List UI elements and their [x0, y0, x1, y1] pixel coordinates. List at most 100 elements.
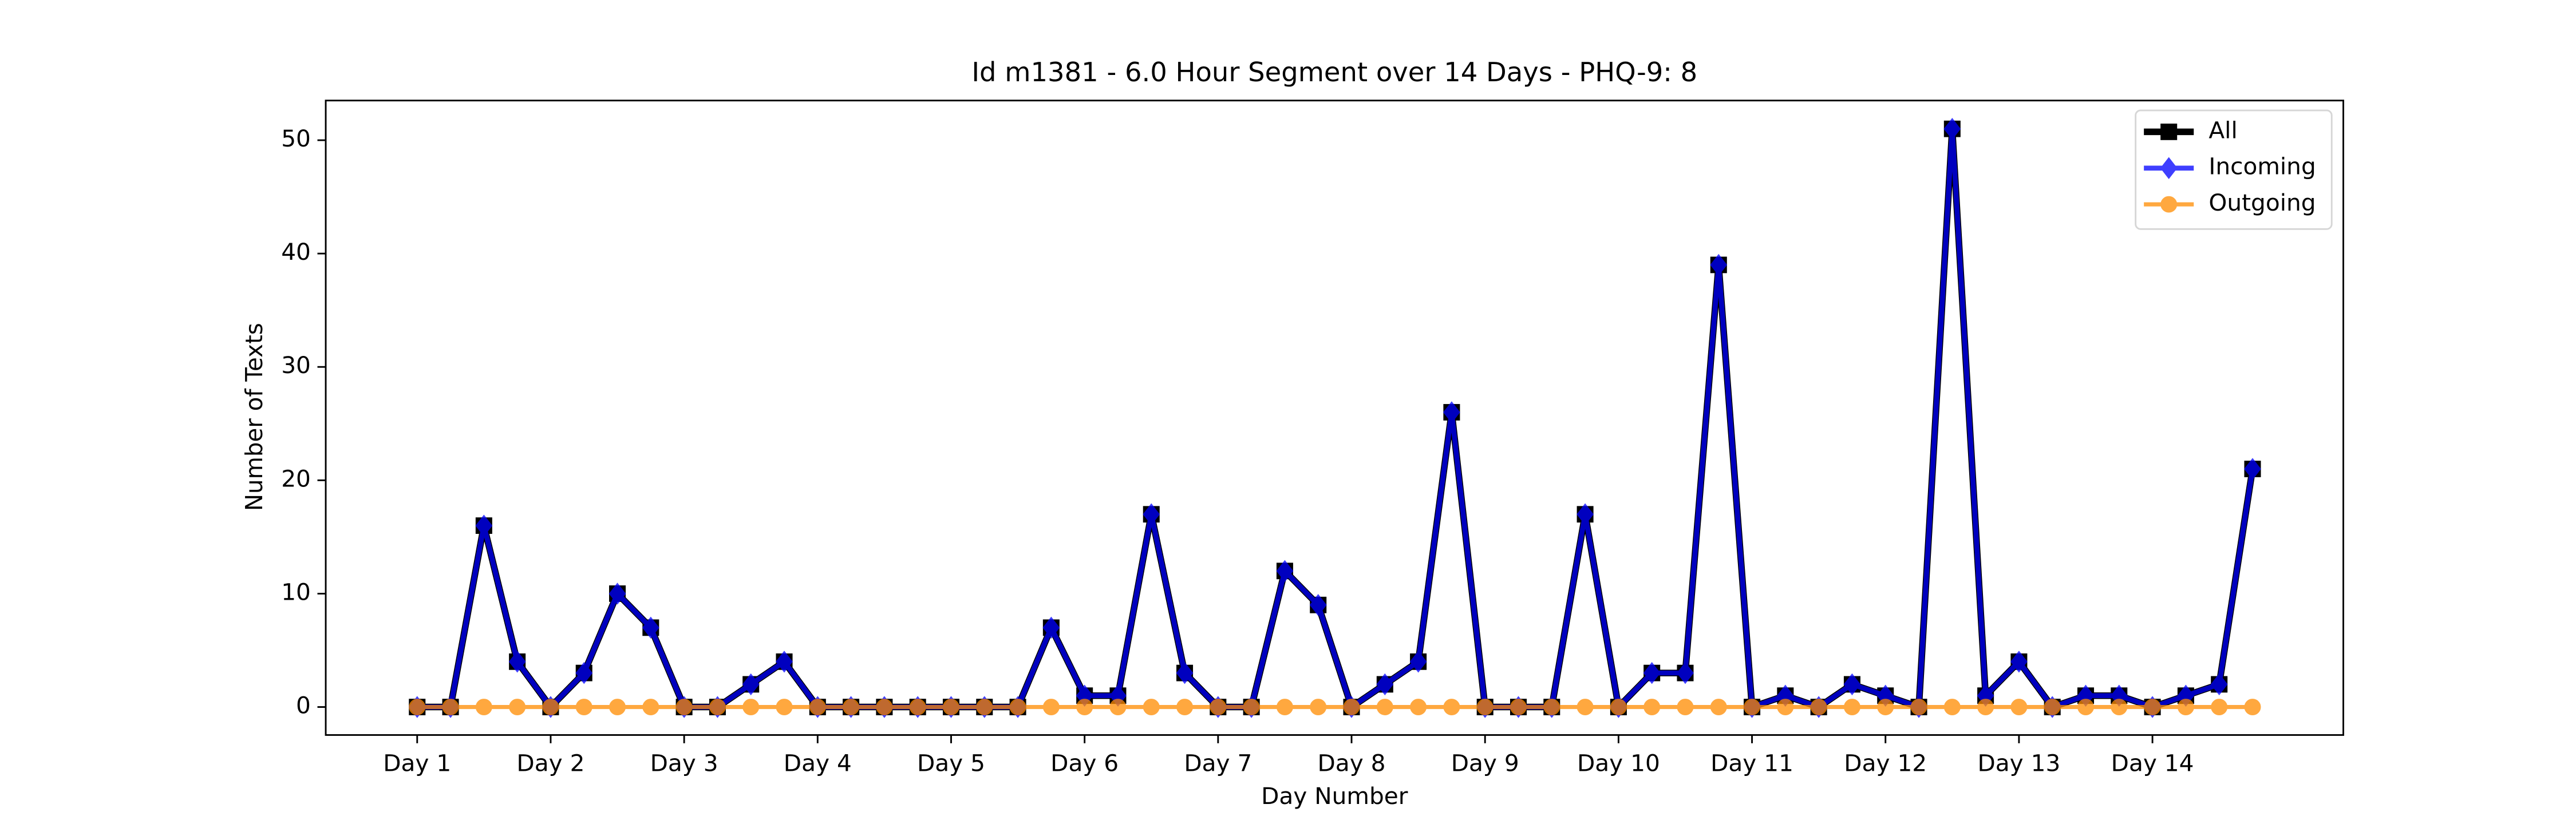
marker — [442, 699, 459, 715]
marker — [509, 699, 526, 715]
marker — [2010, 699, 2028, 715]
marker — [1042, 699, 1060, 715]
marker — [2244, 699, 2261, 715]
y-tick-label: 20 — [281, 465, 311, 492]
marker — [2144, 699, 2161, 715]
legend-label: Incoming — [2208, 153, 2316, 180]
marker — [1443, 699, 1460, 715]
marker — [1910, 699, 1927, 715]
marker — [1276, 560, 1294, 583]
marker — [1243, 699, 1260, 715]
marker — [1076, 699, 1093, 715]
marker — [1376, 699, 1393, 715]
marker — [642, 699, 659, 715]
x-tick-label: Day 7 — [1184, 749, 1252, 777]
legend-label: Outgoing — [2208, 189, 2316, 216]
marker — [2010, 651, 2028, 673]
marker — [1510, 699, 1527, 715]
y-tick-label: 10 — [281, 579, 311, 606]
marker — [1744, 699, 1761, 715]
marker — [2244, 458, 2261, 480]
marker — [776, 699, 793, 715]
marker — [609, 583, 626, 605]
y-tick-label: 0 — [296, 692, 311, 719]
marker — [1543, 699, 1560, 715]
marker — [575, 661, 593, 684]
marker — [2077, 699, 2095, 715]
y-tick-label: 40 — [281, 238, 311, 266]
marker — [1009, 699, 1026, 715]
marker — [1176, 699, 1194, 715]
marker — [909, 699, 926, 715]
x-tick-label: Day 8 — [1318, 749, 1386, 777]
marker — [1877, 699, 1894, 715]
y-tick-label: 30 — [281, 351, 311, 379]
x-tick-label: Day 2 — [516, 749, 584, 777]
x-tick-label: Day 1 — [383, 749, 451, 777]
x-tick-label: Day 6 — [1050, 749, 1119, 777]
marker — [1143, 699, 1160, 715]
marker — [1042, 616, 1060, 639]
marker — [1143, 503, 1160, 525]
x-tick-label: Day 14 — [2111, 749, 2194, 777]
x-tick-label: Day 11 — [1710, 749, 1793, 777]
marker — [2177, 699, 2194, 715]
marker — [1109, 699, 1127, 715]
marker — [1410, 699, 1427, 715]
marker — [675, 699, 693, 715]
marker — [976, 699, 993, 715]
marker — [1643, 699, 1661, 715]
marker — [1276, 699, 1293, 715]
marker — [1677, 699, 1694, 715]
marker — [1943, 117, 1961, 140]
marker — [1577, 699, 1594, 715]
marker — [542, 699, 559, 715]
marker — [1309, 594, 1327, 616]
x-tick-label: Day 5 — [917, 749, 985, 777]
legend-box — [2135, 109, 2333, 230]
marker — [1943, 699, 1961, 715]
marker — [2160, 196, 2178, 213]
marker — [1443, 401, 1460, 423]
marker — [1577, 503, 1594, 525]
x-tick-label: Day 12 — [1844, 749, 1927, 777]
marker — [1409, 651, 1427, 673]
marker — [2160, 157, 2178, 179]
marker — [2160, 123, 2178, 140]
y-tick-label: 50 — [281, 125, 311, 152]
marker — [1310, 699, 1327, 715]
y-axis-label: Number of Texts — [240, 323, 268, 511]
marker — [1677, 661, 1694, 684]
marker — [742, 699, 760, 715]
marker — [1476, 699, 1494, 715]
marker — [575, 699, 592, 715]
marker — [508, 651, 526, 673]
marker — [1710, 253, 1728, 276]
marker — [1176, 661, 1194, 684]
marker — [1810, 699, 1827, 715]
marker — [642, 616, 659, 639]
marker — [1210, 699, 1227, 715]
marker — [1343, 699, 1360, 715]
x-tick-label: Day 3 — [650, 749, 718, 777]
marker — [776, 651, 793, 673]
marker — [1843, 699, 1860, 715]
legend-label: All — [2208, 117, 2237, 144]
marker — [942, 699, 959, 715]
marker — [409, 699, 426, 715]
marker — [2210, 673, 2228, 696]
marker — [1977, 699, 1994, 715]
chart-title: Id m1381 - 6.0 Hour Segment over 14 Days… — [971, 57, 1697, 88]
legend-item — [2144, 123, 2194, 140]
marker — [709, 699, 726, 715]
x-tick-label: Day 9 — [1451, 749, 1519, 777]
marker — [475, 699, 492, 715]
x-tick-label: Day 4 — [784, 749, 852, 777]
marker — [1610, 699, 1627, 715]
marker — [1376, 673, 1394, 696]
marker — [2044, 699, 2061, 715]
legend-item — [2144, 157, 2194, 179]
legend-item — [2144, 196, 2194, 213]
marker — [1710, 699, 1727, 715]
